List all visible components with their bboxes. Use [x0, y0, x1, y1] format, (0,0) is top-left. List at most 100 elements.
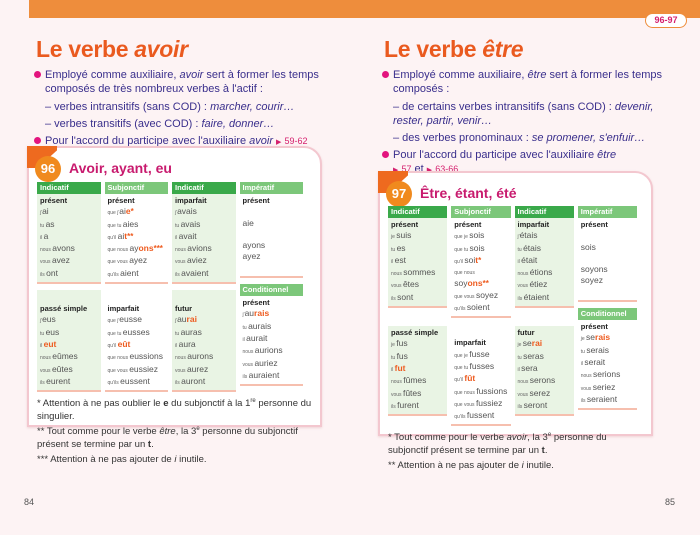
- verb-form: eusses: [122, 326, 150, 337]
- pronoun: ils: [391, 403, 398, 410]
- conjugation-line: que nous soyons**: [454, 267, 508, 290]
- pronoun: il: [391, 366, 395, 373]
- mood-header: Indicatif: [388, 206, 448, 218]
- verb-form: seraient: [586, 393, 618, 404]
- pronoun: ils: [517, 295, 524, 302]
- pronoun: tu: [175, 222, 181, 229]
- verb-form: soyez: [475, 289, 499, 300]
- conjugation-line: j'aurais: [243, 308, 302, 320]
- verb-form: [581, 230, 583, 240]
- footnote-3: *** Attention à ne pas ajouter de i inut…: [37, 454, 207, 465]
- verb-form: au: [177, 314, 187, 325]
- conjugation-line: nous eûmes: [40, 351, 99, 363]
- conjugation-line: qu'ils fussent: [454, 410, 508, 422]
- footnote-1: * Attention à ne pas oublier le e du sub…: [37, 397, 312, 422]
- pronoun: que tu: [454, 246, 470, 253]
- conjugation-line: que tu aies: [108, 219, 167, 231]
- conjugation-line: que vous fussiez: [454, 398, 508, 410]
- pronoun: que tu: [107, 330, 123, 337]
- cross-reference-link[interactable]: 57: [401, 164, 412, 174]
- intro-text: Employé comme auxiliaire, être sert à fo…: [382, 68, 682, 182]
- pronoun: nous: [40, 247, 53, 254]
- conjugation-line: nous avons: [40, 243, 99, 255]
- verb-ending-highlight: ons: [138, 243, 154, 254]
- pronoun: nous: [175, 247, 188, 254]
- verb-form: as: [45, 218, 55, 229]
- pronoun: nous: [391, 271, 404, 278]
- cross-reference-link[interactable]: 59-62: [284, 136, 308, 146]
- verb-form: a: [43, 230, 49, 241]
- title-verb: être: [482, 36, 524, 62]
- intro-sub-1: – de certains verbes intransitifs (sans …: [393, 101, 654, 127]
- verb-form: se: [586, 332, 596, 343]
- pronoun: que tu: [107, 222, 123, 229]
- verb-form: fusses: [469, 360, 495, 371]
- pronoun: il: [40, 234, 44, 241]
- column-c1: Indicatif présent j'ai tu as il a nous avons v…: [37, 182, 101, 393]
- conjugation-line: tu étais: [518, 243, 572, 255]
- verb-form: sois: [469, 242, 485, 253]
- pronoun: ils: [175, 379, 182, 386]
- mood-header: Indicatif: [37, 182, 101, 194]
- verb-form: avaient: [181, 267, 209, 278]
- conjugation-line: que tu sois: [454, 243, 508, 255]
- conjugation-line: il aurait: [243, 333, 302, 345]
- pronoun: qu'il: [107, 234, 118, 241]
- conjugation-line: j'aurai: [175, 314, 234, 326]
- conjugation-line: qu'il eût: [108, 339, 167, 351]
- bullet-dot-icon: [382, 71, 389, 78]
- mood-header: Impératif: [577, 206, 637, 218]
- conjugation-line: tu as: [40, 219, 99, 231]
- verb-ending-highlight: rais: [595, 332, 611, 343]
- conjugation-line: que tu eusses: [108, 327, 167, 339]
- conjugation-line: ils ont: [40, 268, 99, 280]
- verb-form: fus: [396, 350, 408, 361]
- conjugation-line: tu seras: [518, 351, 572, 363]
- conjugation-line: nous serons: [518, 375, 572, 387]
- footnotes: * Attention à ne pas oublier le e du sub…: [37, 398, 312, 470]
- footnote-marker: **: [482, 279, 489, 289]
- tense-cell: présent que j'aie* que tu aies qu'il ait** q…: [104, 194, 168, 285]
- tense-cell: passé simple j'eus tu eus il eut nous eûmes v…: [37, 302, 101, 393]
- verb-form: sera: [521, 362, 538, 373]
- arrow-right-icon: ▶: [393, 167, 398, 174]
- conjugation-line: il sera: [518, 363, 572, 375]
- tense-cell: présent que je sois que tu sois qu'il soit*…: [451, 218, 511, 319]
- page-left: Le verbe avoir Employé comme auxiliaire,…: [24, 36, 322, 507]
- verb-form: seras: [523, 350, 544, 361]
- mood-header: Conditionnel: [577, 308, 637, 321]
- pronoun: vous: [175, 367, 187, 374]
- verb-form: fusse: [469, 348, 490, 359]
- arrow-right-icon: ▶: [276, 139, 282, 146]
- title-verb: avoir: [134, 36, 188, 62]
- bullet-dot-icon: [382, 151, 389, 158]
- conjugation-line: qu'ils soient: [454, 302, 508, 314]
- conjugation-line: nous aurions: [243, 345, 302, 357]
- pronoun: que j': [107, 318, 120, 325]
- tense-cell: présent je serais tu serais il serait nous s…: [577, 320, 637, 411]
- conjugation-line: nous serions: [581, 369, 635, 381]
- conjugation-line: vous aurez: [175, 364, 234, 376]
- verb-form: seriez: [592, 381, 616, 392]
- pronoun: il: [580, 360, 585, 367]
- tense-label: passé simple: [40, 304, 88, 314]
- verb-form: es: [396, 242, 406, 253]
- cross-reference-link[interactable]: 63-66: [435, 164, 459, 174]
- tense-label: futur: [517, 328, 535, 338]
- pronoun: qu'ils: [107, 379, 121, 386]
- tense-label: imparfait: [517, 220, 550, 229]
- verb-form: [581, 287, 583, 297]
- pronoun: ils: [40, 379, 47, 386]
- card-number-badge: 97: [386, 181, 412, 207]
- conjugation-line: que nous fussions: [454, 386, 508, 398]
- tense-cell: futur j'aurai tu auras il aura nous aurons vo…: [172, 302, 236, 393]
- verb-form: avions: [187, 243, 212, 254]
- conjugation-line: [581, 253, 635, 264]
- pronoun: tu: [391, 354, 397, 361]
- pronoun: j': [40, 210, 43, 217]
- pronoun: j': [242, 312, 245, 319]
- verb-form: avais: [177, 206, 197, 217]
- verb-form: auras: [180, 326, 202, 337]
- pronoun: qu'ils: [454, 414, 467, 421]
- verb-form: avais: [180, 218, 201, 229]
